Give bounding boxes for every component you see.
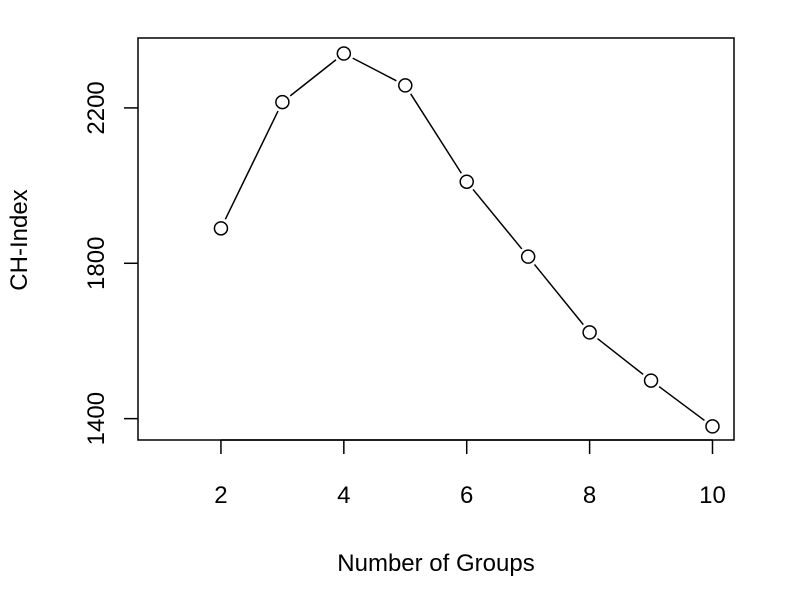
- data-point: [275, 94, 290, 110]
- y-tick-label: 2200: [83, 81, 110, 134]
- x-tick-label: 4: [337, 482, 350, 509]
- x-axis-label: Number of Groups: [337, 550, 534, 577]
- data-point: [705, 419, 720, 434]
- x-tick-label: 6: [460, 482, 473, 509]
- series-segment: [597, 337, 644, 375]
- data-point: [643, 373, 659, 388]
- x-tick-label: 10: [699, 482, 726, 509]
- data-point: [398, 78, 413, 93]
- series-line: [224, 57, 705, 422]
- y-axis-label: CH-Index: [6, 189, 33, 290]
- y-tick-label: 1800: [83, 237, 110, 290]
- series-segment: [289, 59, 337, 97]
- series-segment: [410, 93, 462, 174]
- series-points: [213, 46, 720, 434]
- x-axis: 2 4 6 8 10: [214, 439, 726, 509]
- series-segment: [352, 57, 397, 82]
- data-point: [582, 325, 597, 340]
- x-tick-label: 8: [583, 482, 596, 509]
- series-segment: [533, 263, 584, 326]
- data-point: [520, 249, 536, 264]
- series-segment: [658, 385, 705, 422]
- y-tick-label: 1400: [83, 392, 110, 445]
- series-segment: [472, 188, 523, 250]
- series-segment: [224, 110, 279, 220]
- data-point: [213, 221, 229, 236]
- x-tick-label: 2: [214, 482, 227, 509]
- data-point: [336, 46, 352, 61]
- y-axis: 1400 1800 2200: [83, 81, 138, 445]
- data-point: [459, 174, 474, 189]
